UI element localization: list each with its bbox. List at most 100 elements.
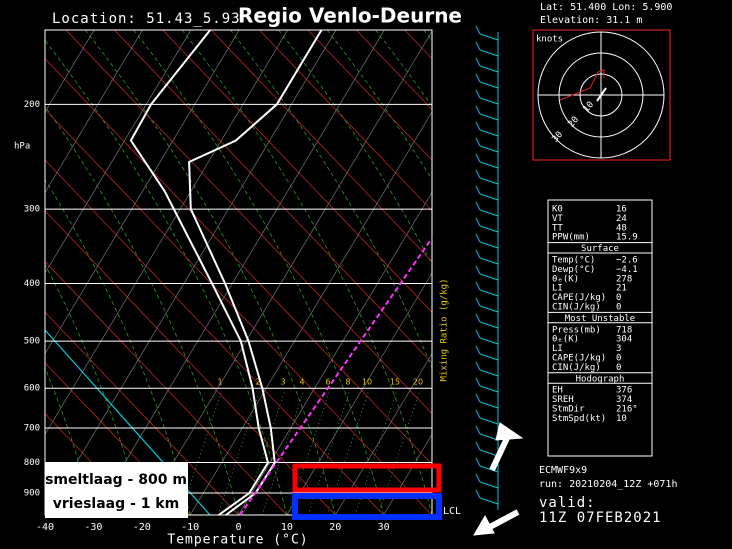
freeze-layer-box (292, 493, 442, 520)
moist-adiabat (666, 30, 732, 515)
wind-barb (479, 129, 499, 137)
dry-adiabat (210, 30, 432, 263)
mixing-ratio-tick: 4 (299, 378, 304, 387)
index-value: 278 (616, 274, 632, 284)
wind-barb (475, 217, 481, 227)
wind-barb (479, 417, 499, 425)
index-value: 0 (616, 354, 621, 364)
index-name: CAPE(J/kg) (552, 354, 606, 364)
profile-line (129, 29, 270, 516)
ring-label: 30 (551, 130, 566, 145)
wind-barb (479, 433, 499, 441)
index-name: StmDir (552, 405, 585, 415)
mixing-ratio-tick: 8 (345, 378, 350, 387)
isotherm (238, 191, 432, 515)
index-value: 0 (616, 303, 621, 313)
dry-adiabat (45, 159, 384, 515)
wind-barb (475, 473, 481, 483)
ring-label: 10 (582, 100, 597, 115)
x-tick-label: -20 (133, 522, 151, 533)
lat-lon: Lat: 51.400 Lon: 5.900 (540, 2, 672, 13)
mixing-ratio-tick: 1 (217, 378, 222, 387)
isotherm (45, 30, 143, 194)
wind-barb (479, 241, 499, 249)
parcel-line (239, 237, 433, 516)
section-title: Most Unstable (565, 314, 635, 324)
index-value: 16 (616, 205, 627, 215)
wind-barb (479, 385, 499, 393)
dry-adiabat (45, 463, 94, 515)
moist-adiabat (278, 30, 432, 266)
x-tick-label: -10 (181, 522, 199, 533)
wind-barb (475, 233, 481, 243)
index-name: TT (552, 223, 563, 233)
dry-adiabat (45, 108, 432, 515)
moist-adiabat (472, 30, 722, 515)
wind-barb (479, 177, 499, 185)
wind-barb (475, 457, 481, 467)
isotherm (334, 352, 432, 515)
wind-barb (475, 137, 481, 147)
index-value: 10 (616, 414, 627, 424)
index-value: −4.1 (616, 265, 638, 275)
index-name: VT (552, 214, 563, 224)
index-name: LI (552, 284, 563, 294)
mixing-ratio-label: Mixing Ratio (g/kg) (440, 279, 450, 382)
wind-barb (479, 65, 499, 73)
wind-barb (479, 81, 499, 89)
wind-barb (479, 449, 499, 457)
valid-time: 11Z 07FEB2021 (539, 510, 662, 526)
wind-barb (479, 465, 499, 473)
isotherm (189, 111, 432, 515)
isotherm (286, 272, 432, 515)
index-value: 48 (616, 223, 627, 233)
freeze-annotation: vrieslaag - 1 km (53, 496, 179, 512)
hodograph-frame (532, 29, 671, 161)
moist-adiabat (181, 30, 432, 515)
wind-barb (479, 353, 499, 361)
model-run: run: 20210204_12Z +071h (539, 479, 677, 490)
dry-adiabat (162, 30, 432, 313)
y-axis-label: hPa (14, 142, 30, 152)
wind-barb (475, 201, 481, 211)
mixing-ratio-tick: 3 (280, 378, 285, 387)
wind-barb (479, 97, 499, 105)
wind-barb (479, 209, 499, 217)
dry-adiabat (45, 311, 239, 515)
section-title: Surface (581, 244, 619, 254)
x-tick-label: 30 (378, 522, 390, 533)
wind-barb (479, 337, 499, 345)
lcl-label: LCL (443, 506, 461, 517)
arrows (473, 422, 524, 536)
index-name: K0 (552, 205, 563, 215)
x-tick-label: 0 (235, 522, 241, 533)
wind-barb (475, 249, 481, 259)
annotation-box (45, 463, 188, 518)
index-name: Press(mb) (552, 325, 601, 335)
dry-adiabat (65, 30, 432, 415)
wind-barb (475, 73, 481, 83)
dry-adiabat (45, 362, 191, 515)
wind-barb (479, 497, 499, 505)
index-name: PPW(mm) (552, 233, 590, 243)
moist-adiabat (326, 30, 432, 181)
index-name: CIN(J/kg) (552, 303, 601, 313)
index-name: Temp(°C) (552, 256, 595, 266)
mixing-ratio-tick: 2 (255, 378, 260, 387)
wind-barb (479, 33, 499, 41)
index-name: CAPE(J/kg) (552, 293, 606, 303)
wind-barb (479, 145, 499, 153)
index-value: 21 (616, 284, 627, 294)
isotherm (45, 30, 288, 436)
wind-barb (475, 185, 481, 195)
wind-barb (479, 305, 499, 313)
index-value: −2.6 (616, 256, 638, 266)
wind-barb (479, 481, 499, 489)
model-name: ECMWF9x9 (539, 465, 587, 476)
dry-adiabat (45, 58, 432, 465)
profile-line (188, 29, 323, 516)
wind-barb (479, 193, 499, 201)
wind-barb (479, 49, 499, 57)
